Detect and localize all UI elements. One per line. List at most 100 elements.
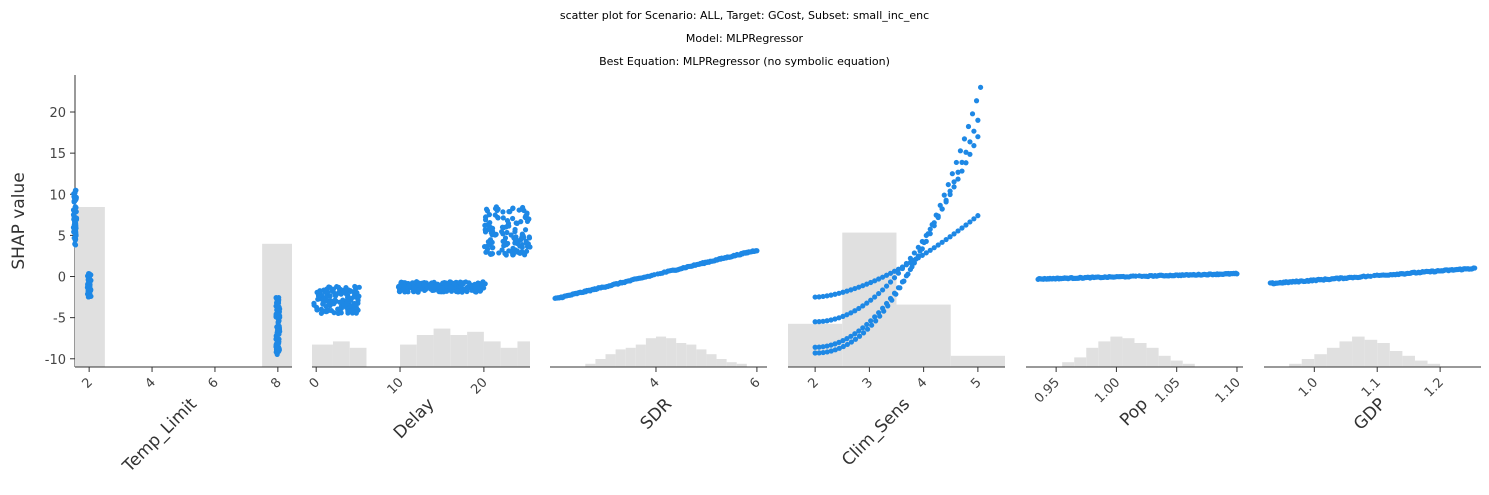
scatter-point: [832, 316, 838, 322]
histogram-bar: [1352, 336, 1365, 367]
scatter-point: [848, 333, 854, 339]
x-tick-label: 1.2: [1422, 375, 1447, 400]
x-tick-label: 20: [468, 375, 490, 397]
scatter-point: [965, 123, 972, 130]
scatter-point: [967, 139, 973, 145]
scatter-point: [943, 197, 949, 203]
scatter-point: [836, 339, 842, 345]
histogram-bar: [625, 347, 636, 367]
scatter-point: [86, 272, 92, 278]
scatter-point: [466, 280, 472, 286]
histogram-bar: [1062, 362, 1075, 367]
scatter-point: [947, 188, 953, 194]
scatter-point: [472, 289, 478, 295]
scatter-point: [860, 330, 867, 336]
histogram-bar: [1134, 343, 1147, 367]
histogram-bar: [615, 349, 626, 367]
scatter-point: [353, 286, 359, 292]
y-tick-label: 20: [49, 106, 66, 121]
scatter-point: [335, 306, 341, 312]
scatter-point: [860, 283, 866, 289]
scatter-point: [421, 281, 427, 288]
scatter-point: [885, 303, 891, 309]
histogram-bar: [706, 354, 717, 367]
scatter-point: [872, 278, 878, 284]
scatter-point: [844, 336, 850, 342]
x-tick-label: 2: [805, 375, 821, 391]
scatter-point: [959, 159, 965, 165]
scatter-point: [959, 225, 965, 231]
scatter-point: [526, 216, 532, 222]
histogram-bar: [483, 341, 501, 367]
y-tick-label: 15: [49, 147, 66, 162]
x-tick-label: 8: [268, 375, 284, 391]
scatter-point: [955, 176, 961, 182]
histogram-bar: [736, 363, 747, 367]
x-tick-label: 1.1: [1359, 375, 1384, 400]
histogram-bar: [467, 331, 484, 367]
histogram-bar: [312, 344, 333, 367]
scatter-point: [275, 319, 281, 325]
scatter-point: [840, 289, 846, 295]
scatter-point: [70, 224, 77, 231]
scatter-point: [87, 279, 93, 285]
scatter-point: [852, 336, 859, 342]
scatter-point: [455, 288, 461, 294]
scatter-point: [73, 197, 79, 203]
scatter-point: [963, 149, 969, 155]
scatter-point: [351, 300, 358, 307]
scatter-point: [873, 318, 879, 324]
x-tick-label: 10: [385, 375, 407, 397]
title-line-3: Best Equation: MLPRegressor (no symbolic…: [599, 55, 890, 68]
scatter-point: [330, 286, 337, 292]
scatter-point: [514, 240, 521, 247]
scatter-point: [848, 287, 854, 293]
scatter-point: [489, 245, 496, 251]
scatter-point: [443, 288, 450, 294]
scatter-point: [844, 341, 851, 348]
scatter-point: [86, 285, 92, 291]
scatter-point: [341, 303, 347, 309]
scatter-point: [353, 309, 359, 315]
scatter-point: [836, 315, 842, 321]
scatter-point: [931, 245, 937, 251]
scatter-point: [327, 299, 333, 305]
scatter-point: [343, 287, 349, 294]
panels: 2 4 6 8 Temp_Limit 0 10 20 Delay 4 6 SDR 2 3 4 5 Clim_Se…: [70, 84, 1481, 477]
scatter-points: [1267, 265, 1478, 287]
scatter-point: [876, 276, 882, 282]
scatter-point: [911, 250, 917, 256]
x-axis-label: Clim_Sens: [838, 394, 914, 470]
scatter-point: [876, 290, 882, 297]
scatter-point: [483, 249, 489, 255]
scatter-point: [856, 305, 862, 312]
scatter-point: [840, 313, 846, 319]
scatter-point: [832, 291, 838, 297]
scatter-point: [485, 243, 491, 249]
scatter-point: [276, 314, 282, 320]
histogram-bar: [1326, 347, 1340, 367]
scatter-point: [975, 117, 981, 123]
scatter-point: [887, 279, 894, 285]
histogram-bar: [1377, 343, 1390, 367]
scatter-point: [907, 259, 913, 266]
scatter-point: [487, 251, 493, 257]
scatter-point: [856, 328, 862, 334]
scatter-point: [913, 256, 919, 262]
scatter-point: [401, 288, 407, 294]
scatter-point: [901, 278, 907, 284]
scatter-point: [820, 349, 826, 356]
x-tick-label: 4: [142, 375, 158, 391]
scatter-point: [880, 287, 886, 293]
scatter-point: [877, 313, 883, 319]
scatter-point: [504, 229, 510, 236]
x-tick-label: 4: [914, 375, 930, 391]
scatter-point: [856, 333, 863, 339]
scatter-point: [959, 168, 965, 174]
scatter-point: [836, 290, 842, 296]
scatter-point: [314, 307, 320, 313]
histogram-bar: [332, 341, 350, 367]
scatter-point: [852, 285, 858, 292]
histogram-bar: [1098, 341, 1111, 367]
panel-temp-limit: 2 4 6 8 Temp_Limit: [70, 187, 292, 477]
